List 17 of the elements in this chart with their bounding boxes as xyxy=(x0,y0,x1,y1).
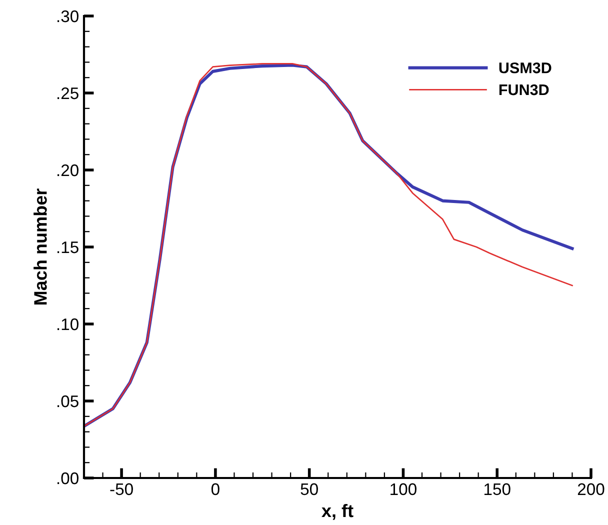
legend-label: USM3D xyxy=(499,62,552,74)
legend-label: FUN3D xyxy=(499,84,549,96)
x-axis-title: x, ft xyxy=(322,504,354,520)
y-tick-label: .20 xyxy=(57,164,78,176)
x-tick-label: 0 xyxy=(211,483,220,496)
y-tick-label: .25 xyxy=(57,87,78,100)
y-tick-label: .10 xyxy=(57,318,78,330)
y-axis-title: Mach number xyxy=(34,188,47,304)
x-tick-label: 200 xyxy=(578,483,604,496)
x-tick-label: 50 xyxy=(300,483,318,496)
y-tick-label: .30 xyxy=(57,10,78,22)
x-tick-label: 100 xyxy=(390,483,416,496)
y-tick-label: .00 xyxy=(57,472,78,484)
x-tick-label: 150 xyxy=(484,483,510,496)
x-tick-label: -50 xyxy=(110,483,133,496)
y-tick-label: .15 xyxy=(57,242,78,254)
y-tick-label: .05 xyxy=(57,395,78,408)
